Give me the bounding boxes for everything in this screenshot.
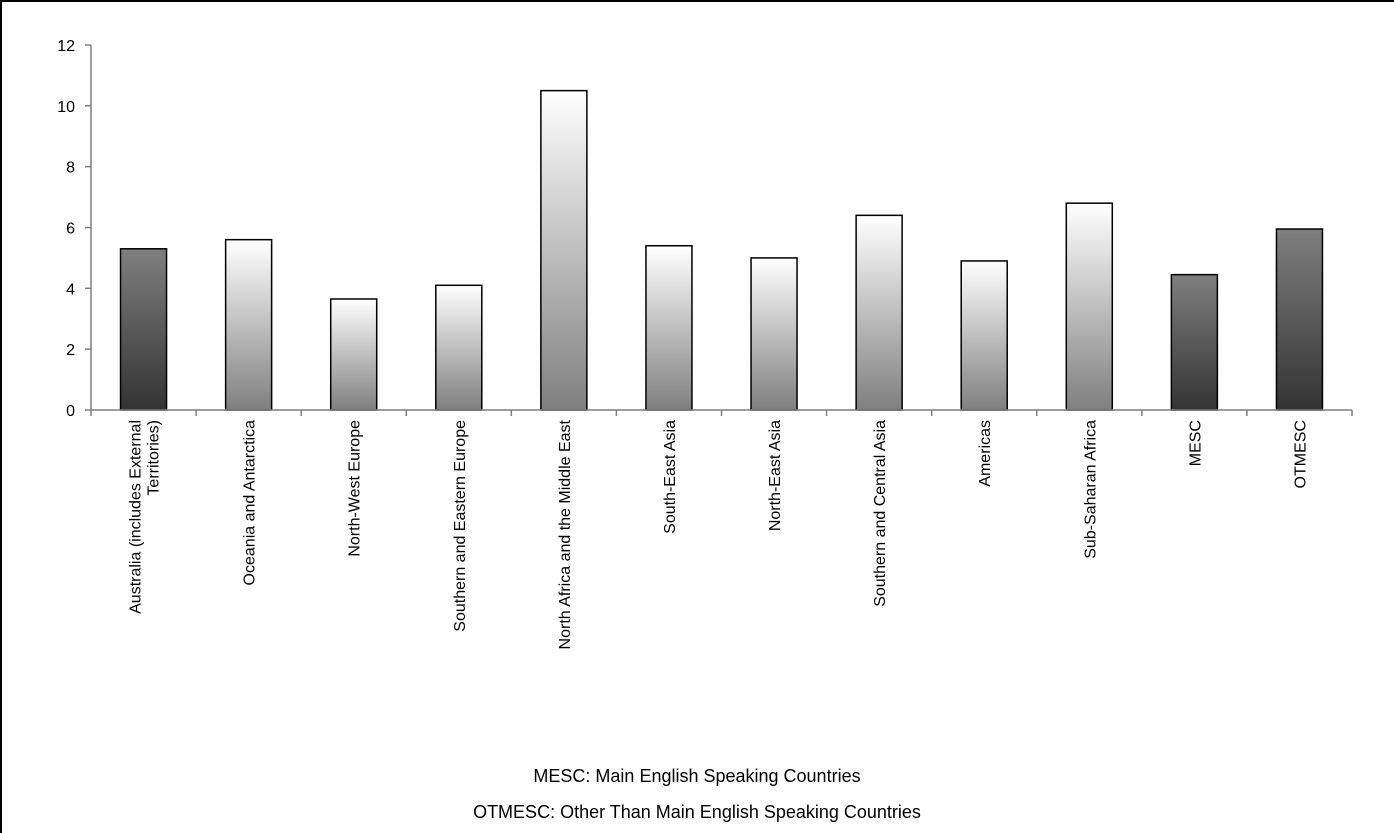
bar-6 [645, 245, 693, 411]
x-tick-label: Southern and Central Asia [872, 420, 889, 607]
category-label-6: South-East Asia [662, 420, 679, 534]
bar-7 [750, 257, 798, 411]
category-label-12: OTMESC [1292, 420, 1309, 488]
bar-9 [960, 260, 1008, 411]
x-tick-label: Territories) [146, 420, 163, 496]
bars [119, 89, 1324, 411]
category-labels: Australia (includes External Territories)… [128, 419, 1310, 649]
y-tick-label: 12 [57, 38, 75, 55]
category-label-4: Southern and Eastern Europe [452, 420, 469, 632]
bar-2 [224, 238, 273, 411]
x-tick-label: Sub-Saharan Africa [1082, 420, 1099, 559]
bar-12 [1275, 228, 1324, 411]
footnote-mesc: MESC: Main English Speaking Countries [533, 766, 861, 786]
bar-5 [540, 89, 588, 411]
category-label-10: Sub-Saharan Africa [1082, 420, 1099, 559]
bar-1 [119, 248, 168, 411]
x-tick-label: MESC [1187, 420, 1204, 466]
x-tick-label: North Africa and the Middle East [557, 419, 574, 649]
bar-11 [1170, 273, 1219, 411]
x-tick-label: Southern and Eastern Europe [452, 420, 469, 632]
x-axis [90, 409, 1353, 416]
x-tick-label: North-East Asia [767, 420, 784, 531]
category-label-8: Southern and Central Asia [872, 420, 889, 607]
y-axis: 0 2 4 6 8 10 12 [57, 38, 92, 420]
footnote-otmesc: OTMESC: Other Than Main English Speaking… [473, 802, 921, 822]
category-label-9: Americas [977, 420, 994, 487]
bar-10 [1065, 202, 1114, 411]
y-tick-label: 10 [57, 99, 75, 116]
category-label-7: North-East Asia [767, 420, 784, 531]
bar-8 [855, 214, 903, 411]
x-tick-label: Oceania and Antarctica [242, 420, 259, 586]
x-tick-label: South-East Asia [662, 420, 679, 534]
category-label-1: Australia (includes External Territories) [128, 420, 163, 614]
y-tick-label: 4 [66, 281, 75, 298]
x-tick-label: OTMESC [1292, 420, 1309, 488]
y-tick-label: 6 [66, 221, 75, 238]
y-tick-label: 8 [66, 160, 75, 177]
bar-4 [435, 284, 483, 411]
y-tick-label: 2 [66, 342, 75, 359]
category-label-3: North-West Europe [347, 420, 364, 557]
category-label-2: Oceania and Antarctica [242, 420, 259, 586]
category-label-11: MESC [1187, 420, 1204, 466]
y-tick-label: 0 [66, 403, 75, 420]
x-tick-label: Americas [977, 420, 994, 487]
bar-3 [329, 298, 378, 411]
x-tick-label: Australia (includes External [128, 420, 145, 614]
category-label-5: North Africa and the Middle East [557, 419, 574, 649]
x-tick-label: North-West Europe [347, 420, 364, 557]
